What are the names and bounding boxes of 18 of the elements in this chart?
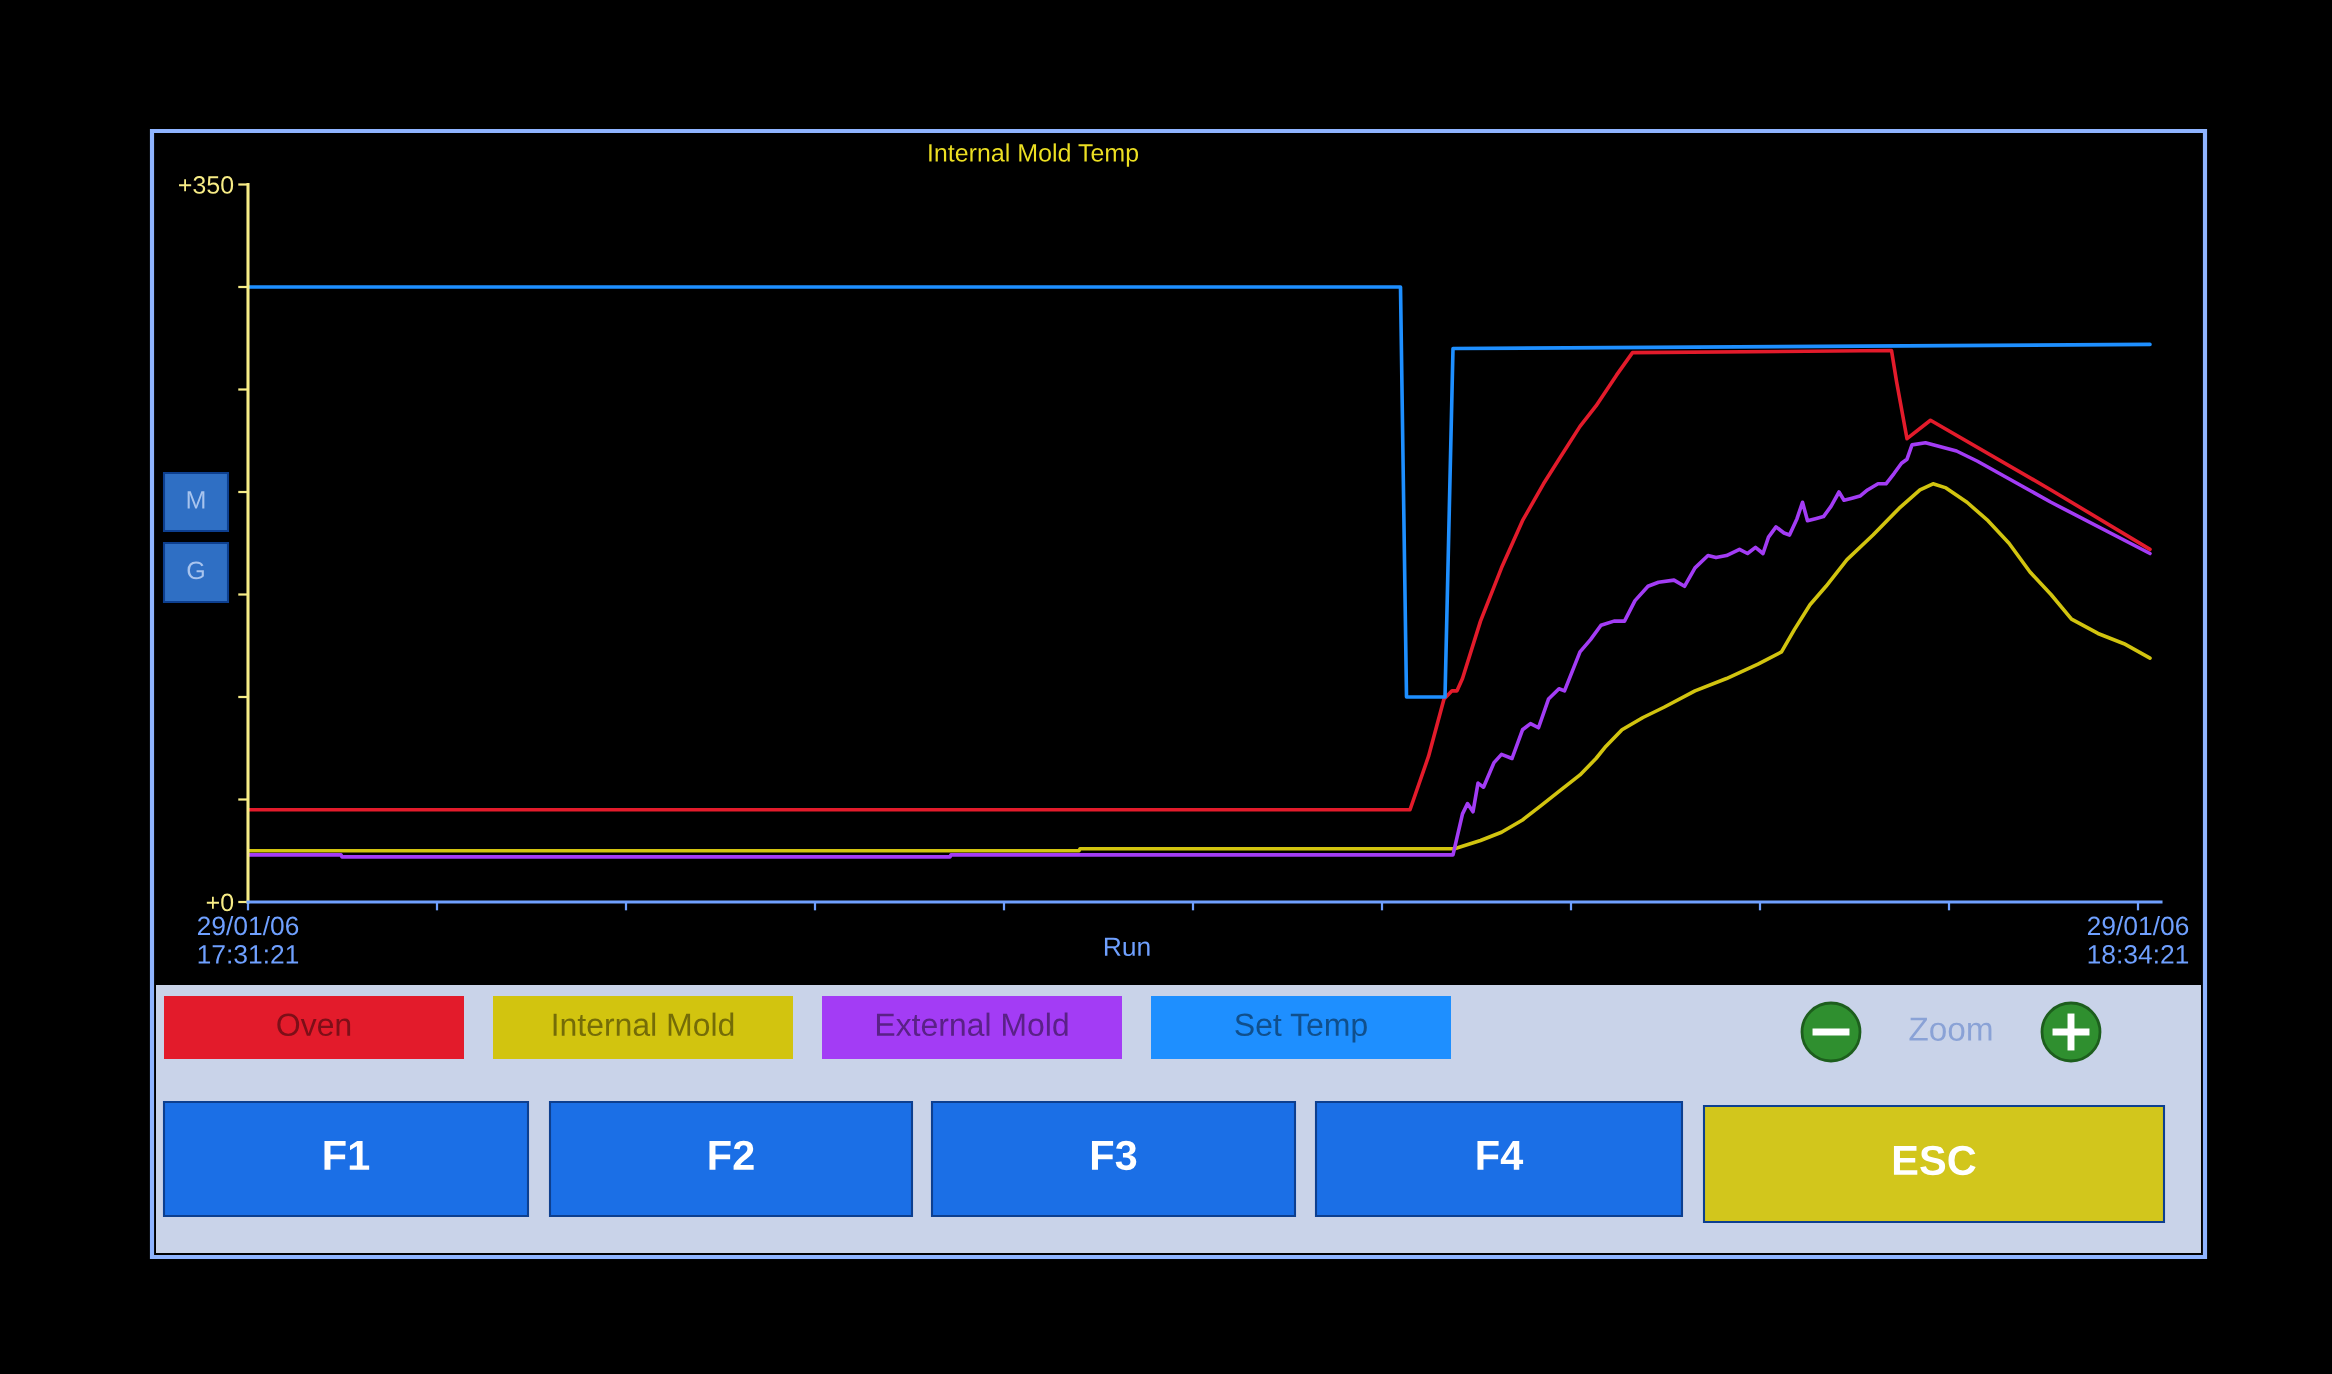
- y-tick-label: +0: [206, 893, 234, 912]
- text: G: [187, 561, 204, 580]
- text: Oven: [277, 1013, 351, 1037]
- text: F1: [324, 1141, 370, 1170]
- text: Zoom: [1909, 1017, 1992, 1041]
- text: F3: [1091, 1140, 1137, 1171]
- text: External Mold: [876, 1012, 1068, 1037]
- text: F4: [1477, 1141, 1524, 1170]
- text: M: [187, 491, 205, 509]
- x-tick-label: 29/01/06 18:34:21: [2087, 915, 2189, 964]
- text: Internal Mold: [553, 1012, 734, 1037]
- text: Set Temp: [1235, 1013, 1367, 1043]
- text: ESC: [1893, 1145, 1976, 1176]
- x-axis-title: Run: [1104, 937, 1150, 957]
- chart-title: Internal Mold Temp: [929, 143, 1139, 167]
- text: F2: [709, 1140, 754, 1170]
- x-tick-label: 29/01/06 17:31:21: [197, 915, 299, 964]
- y-tick-label: +350: [179, 176, 234, 194]
